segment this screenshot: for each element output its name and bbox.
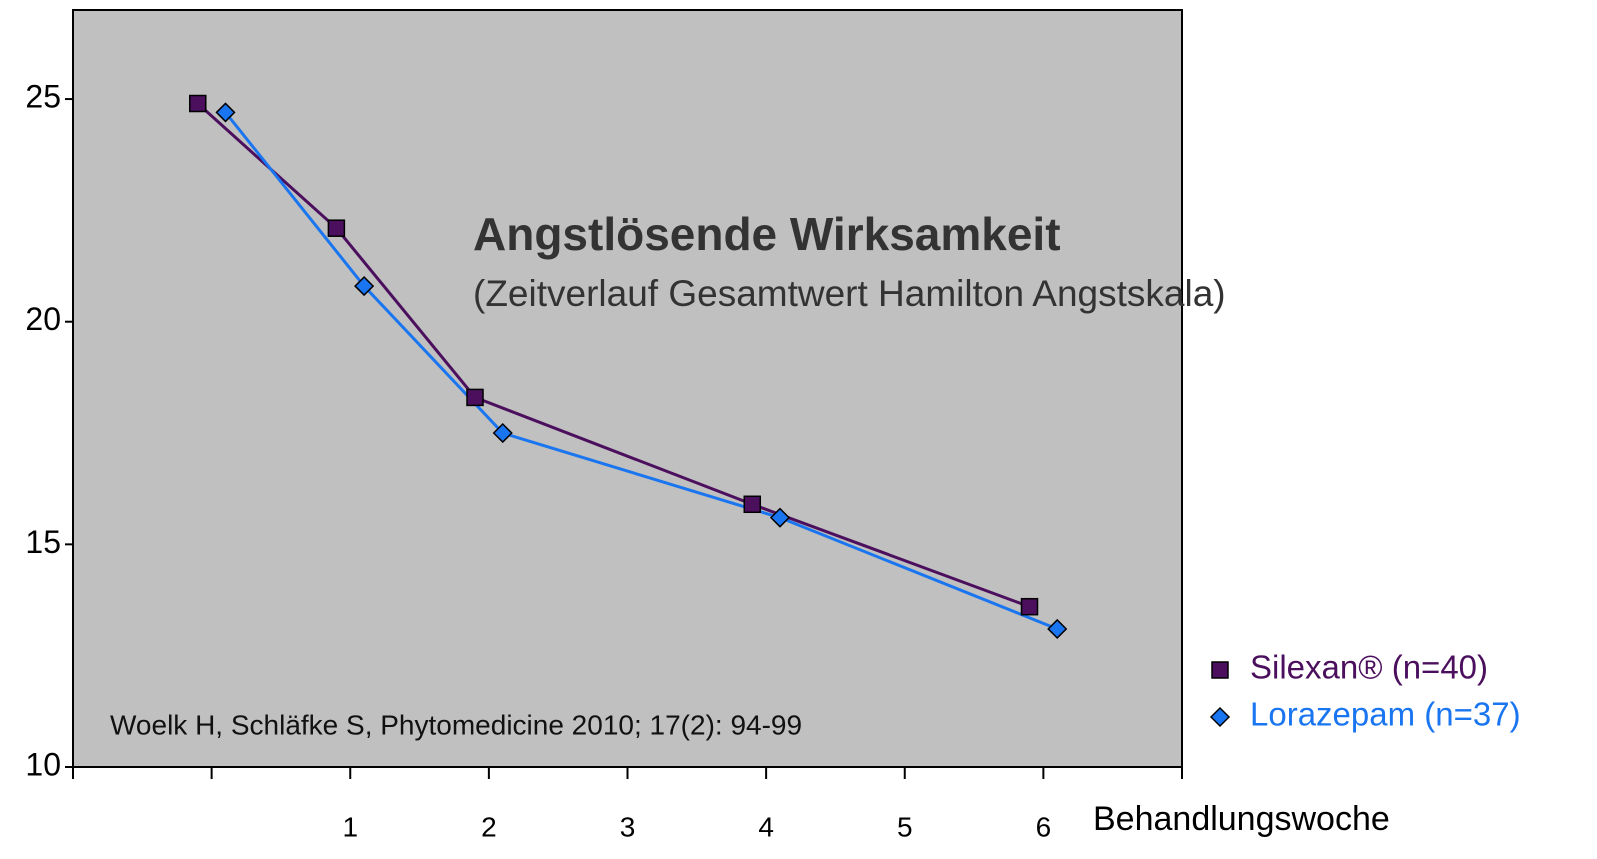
plot-area <box>72 9 1183 768</box>
x-tick-label: 3 <box>620 811 636 842</box>
marker <box>1020 597 1039 616</box>
x-tick-label: 1 <box>342 811 358 842</box>
x-axis-label: Behandlungswoche <box>1093 800 1390 838</box>
y-tick-label: 10 <box>25 746 61 782</box>
x-tick-label: 4 <box>758 811 774 842</box>
x-tick-label: 5 <box>897 811 913 842</box>
marker <box>354 276 375 297</box>
marker <box>743 495 762 514</box>
annotation: Woelk H, Schläfke S, Phytomedicine 2010;… <box>110 709 802 740</box>
marker <box>1047 618 1068 640</box>
legend-label: Silexan® (n=40) <box>1250 649 1488 686</box>
marker <box>327 219 346 237</box>
legend-marker <box>1211 661 1229 679</box>
marker <box>769 507 791 528</box>
y-tick-label: 20 <box>25 301 61 337</box>
marker <box>466 388 484 407</box>
marker <box>492 422 513 444</box>
x-tick-label: 2 <box>481 811 497 842</box>
legend-marker <box>1209 706 1231 728</box>
y-tick-label: 25 <box>25 79 61 115</box>
x-tick-label: 6 <box>1036 811 1052 842</box>
legend-label: Lorazepam (n=37) <box>1250 696 1521 733</box>
y-tick-label: 15 <box>25 524 61 560</box>
chart-subtitle: (Zeitverlauf Gesamtwert Hamilton Angstsk… <box>473 273 1226 314</box>
marker <box>189 94 207 113</box>
marker <box>215 102 236 123</box>
chart-title: Angstlösende Wirksamkeit <box>473 208 1061 260</box>
